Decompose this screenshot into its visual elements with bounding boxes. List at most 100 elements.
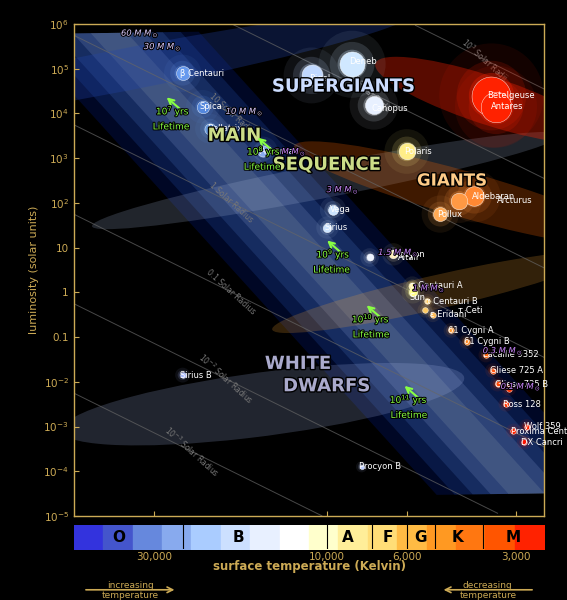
Point xyxy=(408,281,417,290)
Point xyxy=(481,350,490,360)
Point xyxy=(408,287,417,297)
Point xyxy=(323,223,332,232)
Point xyxy=(389,250,398,259)
Text: 0.3 M $M_\odot$: 0.3 M $M_\odot$ xyxy=(483,344,523,357)
Point xyxy=(488,366,497,376)
Point xyxy=(178,370,187,380)
Point xyxy=(348,59,357,69)
Point xyxy=(307,71,316,80)
Point xyxy=(178,370,187,380)
Text: 1 M $M_\odot$: 1 M $M_\odot$ xyxy=(413,281,446,294)
Text: Lifetime: Lifetime xyxy=(391,411,428,420)
Text: α Centauri A: α Centauri A xyxy=(409,281,462,290)
Point xyxy=(504,384,513,394)
Point xyxy=(205,124,214,133)
Point xyxy=(323,223,332,232)
Point xyxy=(328,205,337,214)
Text: 6,000: 6,000 xyxy=(392,551,421,562)
Point xyxy=(323,223,332,232)
Point xyxy=(428,310,437,320)
Ellipse shape xyxy=(375,57,567,143)
Text: GIANTS: GIANTS xyxy=(417,172,487,190)
Point xyxy=(522,422,531,431)
Point xyxy=(428,310,437,320)
Text: WHITE: WHITE xyxy=(265,355,331,373)
Point xyxy=(423,296,432,306)
Text: DWARFS: DWARFS xyxy=(283,377,370,395)
Point xyxy=(365,253,374,262)
Point xyxy=(509,426,518,436)
Point xyxy=(421,305,430,315)
Text: 6,000: 6,000 xyxy=(392,525,421,535)
Text: 1 Solar Radius: 1 Solar Radius xyxy=(208,181,255,224)
Point xyxy=(408,281,417,290)
Text: 61 Cygni A: 61 Cygni A xyxy=(448,326,494,335)
Text: Lifetime: Lifetime xyxy=(244,163,281,172)
Polygon shape xyxy=(37,32,567,494)
Point xyxy=(178,68,187,78)
Text: Betelgeuse: Betelgeuse xyxy=(486,91,534,100)
Point xyxy=(509,426,518,436)
Text: 10,000: 10,000 xyxy=(308,525,345,535)
Text: Altair: Altair xyxy=(398,253,420,262)
Text: 61 Cygni B: 61 Cygni B xyxy=(464,337,510,346)
Text: Arcturus: Arcturus xyxy=(497,196,532,205)
Point xyxy=(369,101,378,110)
Text: Antares: Antares xyxy=(492,102,524,111)
Point xyxy=(421,305,430,315)
Ellipse shape xyxy=(92,132,561,229)
Point xyxy=(447,326,456,335)
Polygon shape xyxy=(91,32,544,494)
Point xyxy=(504,384,513,394)
Text: Aldebaran: Aldebaran xyxy=(472,191,515,200)
Point xyxy=(323,223,332,232)
Point xyxy=(501,400,510,409)
Text: MAIN: MAIN xyxy=(208,127,261,145)
Point xyxy=(447,326,456,335)
Text: 10$^{9}$ yrs: 10$^{9}$ yrs xyxy=(316,247,350,262)
Point xyxy=(493,379,502,389)
Point xyxy=(522,422,531,431)
Point xyxy=(423,296,432,306)
Y-axis label: luminosity (solar units): luminosity (solar units) xyxy=(29,206,39,334)
Point xyxy=(520,437,529,447)
Point xyxy=(389,250,398,259)
Point xyxy=(520,437,529,447)
Text: Rigel: Rigel xyxy=(309,74,330,83)
Point xyxy=(198,102,207,112)
Point xyxy=(178,370,187,380)
Text: Procyon B: Procyon B xyxy=(359,462,401,471)
Text: Lifetime: Lifetime xyxy=(153,122,190,131)
Point xyxy=(520,437,529,447)
Point xyxy=(487,91,496,100)
Point xyxy=(504,384,513,394)
Text: Wolf 359: Wolf 359 xyxy=(524,422,560,431)
Point xyxy=(357,462,366,472)
Point xyxy=(402,146,411,156)
Point xyxy=(365,253,374,262)
Text: Ross 128: Ross 128 xyxy=(503,400,541,409)
Text: 0.1 Solar Radius: 0.1 Solar Radius xyxy=(205,268,257,316)
Point xyxy=(455,196,464,205)
Text: Lacaille 9352: Lacaille 9352 xyxy=(483,350,539,359)
Text: $10^3$ Solar Radii: $10^3$ Solar Radii xyxy=(459,35,510,83)
Text: 30 M $M_\odot$: 30 M $M_\odot$ xyxy=(144,40,182,53)
Point xyxy=(481,350,490,360)
Point xyxy=(435,209,445,219)
Text: Spica: Spica xyxy=(200,102,223,111)
Point xyxy=(307,71,316,80)
Point xyxy=(408,287,417,297)
Text: Polaris: Polaris xyxy=(404,147,431,156)
Text: τ Ceti: τ Ceti xyxy=(458,306,483,315)
Point xyxy=(501,400,510,409)
Point xyxy=(205,124,214,133)
Text: SUPERGIANTS: SUPERGIANTS xyxy=(272,77,414,95)
Text: ε Eridani: ε Eridani xyxy=(430,310,467,319)
Point xyxy=(492,102,501,112)
Ellipse shape xyxy=(0,10,412,127)
Point xyxy=(481,350,490,360)
Point xyxy=(492,102,501,112)
Text: Vega: Vega xyxy=(330,205,351,214)
Point xyxy=(509,426,518,436)
Point xyxy=(348,59,357,69)
